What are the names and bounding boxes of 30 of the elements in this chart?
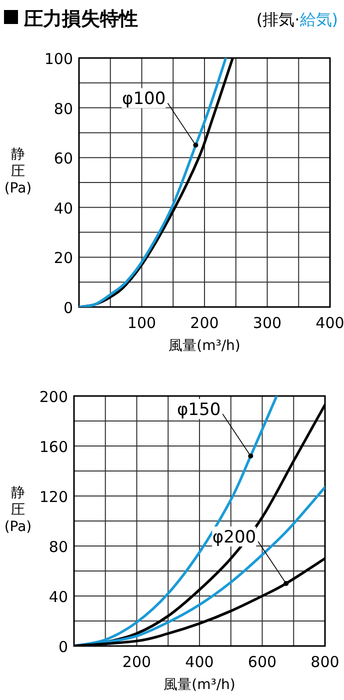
x-tick-label: 300 <box>252 314 282 332</box>
y-tick-label: 40 <box>54 199 73 218</box>
x-tick-label: 400 <box>316 314 344 332</box>
annotation: φ150 <box>176 400 221 420</box>
x-tick-label: 200 <box>190 314 219 332</box>
annotation: φ100 <box>122 89 166 110</box>
y-tick-label: 100 <box>44 50 73 68</box>
y-tick-label: 60 <box>54 150 73 168</box>
x-tick-label: 800 <box>310 653 340 671</box>
text: 給気) <box>298 10 338 29</box>
y-tick-label: 0 <box>63 299 73 317</box>
x-axis-title: 風量(m³/h) <box>168 338 240 354</box>
annotation: φ200 <box>212 528 256 548</box>
y-tick-label: 160 <box>39 438 68 456</box>
y-tick-label: 120 <box>39 488 68 506</box>
x-tick-label: 400 <box>185 653 214 671</box>
x-axis-title: 風量(m³/h) <box>164 677 236 693</box>
y-tick-label: 80 <box>48 538 68 556</box>
x-tick-label: 600 <box>248 653 277 671</box>
y-tick-label: 0 <box>58 638 68 656</box>
y-tick-label: 40 <box>48 588 68 606</box>
y-tick-label: 20 <box>54 249 73 268</box>
y-tick-label: 80 <box>54 100 73 118</box>
y-tick-label: 200 <box>39 388 68 406</box>
chart-title: 圧力損失特性 <box>23 8 138 30</box>
x-tick-label: 100 <box>127 314 156 332</box>
y-axis-title: 静圧(Pa) <box>4 485 32 535</box>
x-tick-label: 200 <box>122 653 152 671</box>
y-axis-title: 静圧(Pa) <box>4 146 32 196</box>
text: (排気· <box>256 10 300 29</box>
